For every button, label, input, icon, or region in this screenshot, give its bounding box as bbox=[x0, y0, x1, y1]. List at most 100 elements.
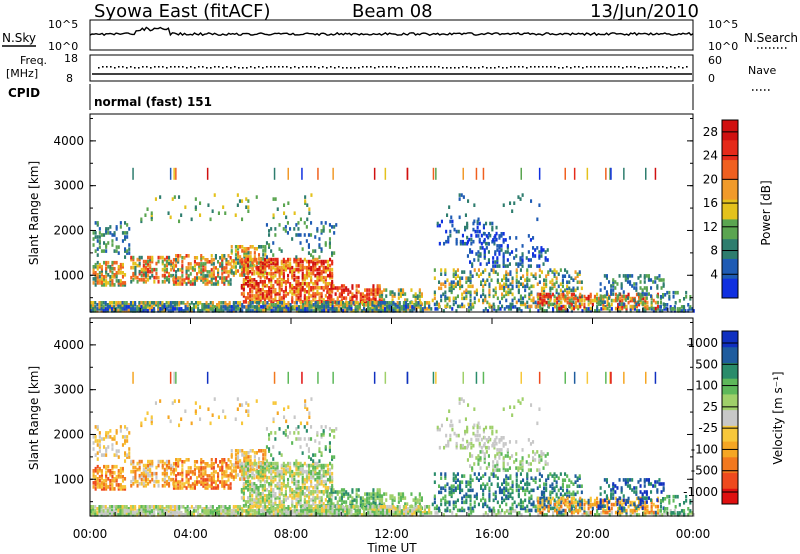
velocity-cell bbox=[289, 471, 292, 476]
power-cell bbox=[363, 305, 366, 309]
velocity-cell bbox=[113, 437, 116, 441]
velocity-cell bbox=[278, 494, 281, 498]
velocity-cell bbox=[105, 485, 108, 489]
velocity-cell bbox=[259, 461, 262, 466]
velocity-cell bbox=[249, 461, 252, 466]
power-cell bbox=[155, 271, 158, 276]
power-cell bbox=[278, 290, 281, 294]
power-cell bbox=[98, 265, 101, 269]
velocity-cell bbox=[149, 461, 152, 466]
power-cell bbox=[210, 278, 213, 282]
power-cell bbox=[223, 280, 226, 284]
velocity-cell bbox=[336, 500, 339, 504]
power-cell bbox=[242, 300, 245, 304]
power-cell bbox=[537, 304, 540, 309]
power-cell bbox=[171, 197, 174, 201]
velocity-cell bbox=[268, 500, 271, 504]
power-cell bbox=[530, 290, 533, 295]
power-cell bbox=[98, 275, 101, 279]
velocity-cell bbox=[255, 484, 258, 488]
velocity-cell bbox=[263, 479, 266, 484]
power-cell bbox=[650, 307, 653, 311]
power-cell bbox=[113, 275, 116, 279]
power-cell bbox=[230, 271, 233, 275]
power-cell bbox=[420, 302, 423, 306]
velocity-cell bbox=[334, 506, 337, 510]
velocity-cell bbox=[243, 477, 246, 481]
velocity-cell bbox=[144, 465, 147, 470]
power-cell bbox=[331, 303, 334, 307]
power-cell bbox=[459, 241, 462, 246]
velocity-cell bbox=[109, 479, 112, 483]
power-cell bbox=[503, 307, 506, 311]
power-cell bbox=[324, 294, 327, 298]
power-cell bbox=[129, 309, 132, 313]
power-cell bbox=[134, 301, 137, 305]
power-cell bbox=[308, 309, 311, 313]
power-cell bbox=[335, 301, 338, 305]
power-cell bbox=[409, 305, 412, 309]
velocity-cell bbox=[243, 451, 246, 455]
power-cell bbox=[259, 292, 262, 296]
velocity-cell bbox=[147, 477, 150, 482]
power-cell bbox=[397, 292, 400, 296]
velocity-cell bbox=[119, 475, 122, 479]
power-cell bbox=[310, 288, 313, 292]
power-cell bbox=[293, 278, 296, 282]
power-cell bbox=[388, 303, 391, 307]
velocity-cell bbox=[393, 498, 396, 502]
colorbar-swatch bbox=[722, 278, 738, 299]
beam-label: Beam 08 bbox=[352, 1, 433, 22]
velocity-cell bbox=[196, 482, 199, 486]
power-cell bbox=[564, 288, 567, 293]
velocity-cell bbox=[191, 470, 194, 474]
power-cell bbox=[579, 298, 582, 303]
velocity-cell bbox=[257, 488, 260, 492]
velocity-cell bbox=[241, 469, 244, 473]
power-cell bbox=[306, 303, 309, 307]
power-cell bbox=[202, 264, 205, 268]
power-cell bbox=[346, 309, 349, 313]
velocity-cell bbox=[291, 504, 294, 508]
velocity-cell bbox=[297, 486, 300, 490]
power-cell bbox=[394, 303, 397, 307]
power-cell bbox=[530, 199, 533, 203]
velocity-cell bbox=[177, 462, 180, 466]
velocity-cell bbox=[111, 479, 114, 483]
power-cell bbox=[270, 305, 273, 309]
velocity-cell bbox=[230, 469, 233, 473]
velocity-cell bbox=[272, 502, 275, 506]
power-cell bbox=[200, 258, 203, 262]
power-cell bbox=[494, 264, 497, 268]
velocity-cell bbox=[255, 451, 258, 455]
velocity-cell bbox=[284, 469, 287, 474]
velocity-cell bbox=[261, 469, 264, 474]
power-cell bbox=[189, 262, 192, 266]
velocity-cell bbox=[179, 486, 182, 490]
power-cell bbox=[374, 298, 377, 302]
power-cell bbox=[111, 307, 114, 311]
power-cell bbox=[175, 274, 178, 278]
power-cell bbox=[438, 302, 441, 307]
power-cell bbox=[185, 266, 188, 270]
velocity-cell bbox=[117, 449, 120, 453]
power-cell bbox=[126, 231, 129, 235]
power-cell bbox=[257, 271, 260, 276]
power-cell bbox=[282, 294, 285, 298]
velocity-cell bbox=[168, 482, 171, 486]
velocity-cell bbox=[266, 463, 269, 468]
power-cell bbox=[148, 307, 151, 311]
velocity-cell bbox=[312, 490, 315, 494]
power-cell bbox=[136, 263, 139, 268]
velocity-cell bbox=[308, 471, 311, 476]
velocity-cell bbox=[299, 471, 302, 476]
velocity-cell bbox=[263, 494, 266, 498]
power-cell bbox=[509, 282, 512, 286]
velocity-cell bbox=[244, 463, 247, 468]
power-cell bbox=[507, 278, 510, 282]
power-cell bbox=[92, 269, 95, 273]
power-cell bbox=[259, 280, 262, 284]
velocity-cell bbox=[234, 461, 237, 465]
power-cell bbox=[324, 284, 327, 288]
power-cell bbox=[147, 278, 150, 282]
